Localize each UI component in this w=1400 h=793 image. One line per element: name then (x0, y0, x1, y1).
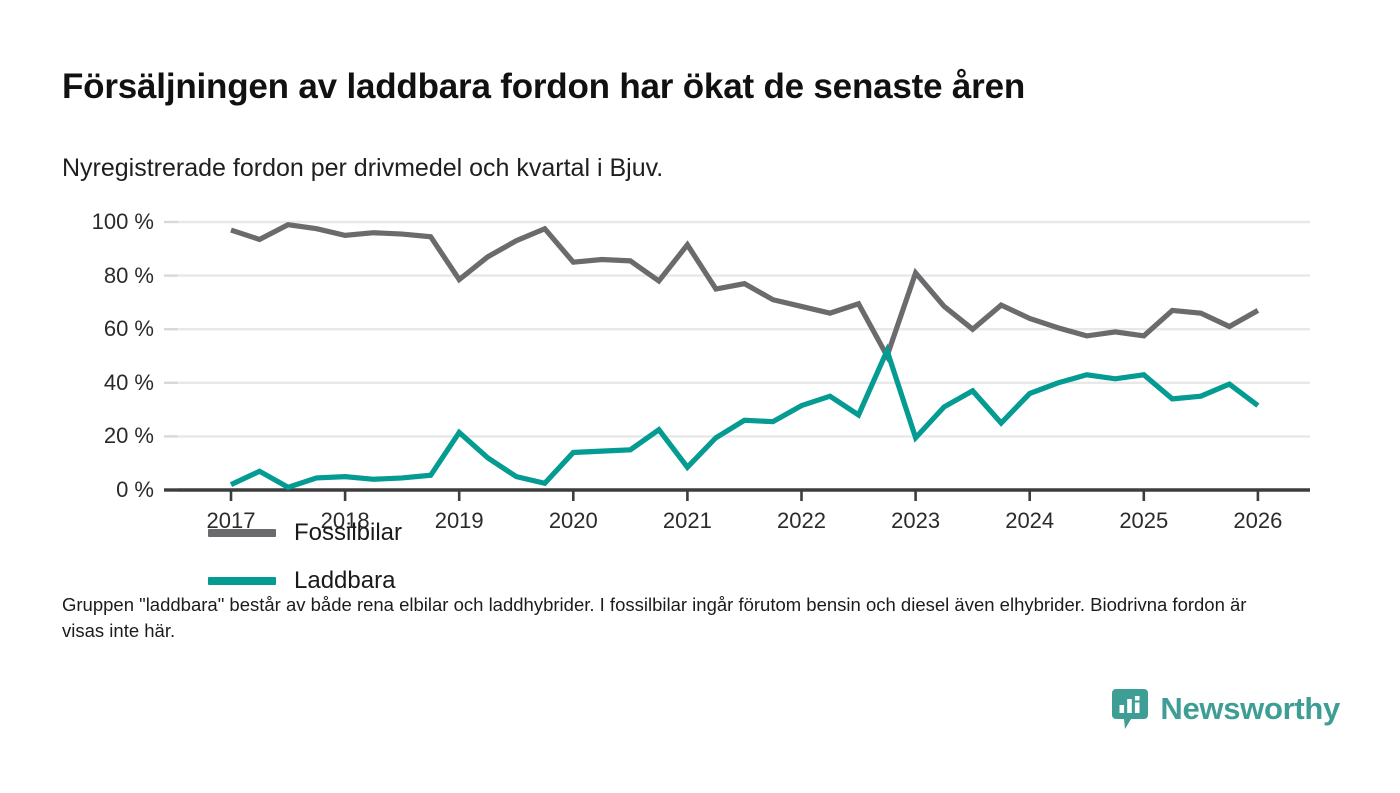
x-axis-tick-label: 2023 (891, 508, 941, 533)
x-axis-tick-label: 2017 (206, 508, 256, 533)
legend-item[interactable]: Laddbara (208, 564, 402, 598)
legend-item-label: Laddbara (294, 567, 396, 594)
logo-wordmark: Newsworthy (1160, 691, 1340, 726)
chart-footnote: Gruppen "laddbara" består av både rena e… (62, 594, 1247, 641)
x-axis-tick-label: 2026 (1233, 508, 1283, 533)
x-axis-tick-label: 2018 (320, 508, 370, 533)
chart-subtitle: Nyregistrerade fordon per drivmedel och … (62, 154, 664, 182)
legend-color-swatch (208, 529, 276, 537)
x-axis-tick-label: 2021 (662, 508, 712, 533)
newsworthy-logo[interactable]: Newsworthy (1112, 688, 1340, 730)
page-title: Försäljningen av laddbara fordon har öka… (62, 67, 1026, 106)
line-chart-svg (164, 220, 1310, 501)
legend-item-label: Fossilbilar (294, 519, 403, 546)
y-axis-tick-label: 100 % (91, 209, 154, 234)
legend-color-swatch (208, 577, 276, 585)
y-axis-tick-label: 80 % (103, 262, 154, 288)
x-axis-tick-label: 2024 (1005, 508, 1055, 533)
y-axis-tick-label: 60 % (103, 316, 154, 342)
y-axis-tick-label: 40 % (103, 369, 154, 395)
x-axis-tick-label: 2019 (434, 508, 484, 533)
legend-item[interactable]: Fossilbilar (208, 516, 402, 550)
y-axis-tick-label: 20 % (103, 423, 154, 449)
bar-chart-bubble-icon (1112, 689, 1149, 729)
y-axis-tick-label: 0 % (116, 477, 154, 502)
chart-legend: Fossilbilar Laddbara (208, 516, 402, 612)
x-axis-tick-label: 2020 (548, 508, 598, 533)
x-axis-tick-label: 2025 (1119, 508, 1169, 533)
chart-plot-area: 0 % 20 % 40 % 60 % 80 % 100 % 2017 2018 2019 202… (0, 200, 1400, 594)
x-axis-tick-label: 2022 (777, 508, 826, 533)
